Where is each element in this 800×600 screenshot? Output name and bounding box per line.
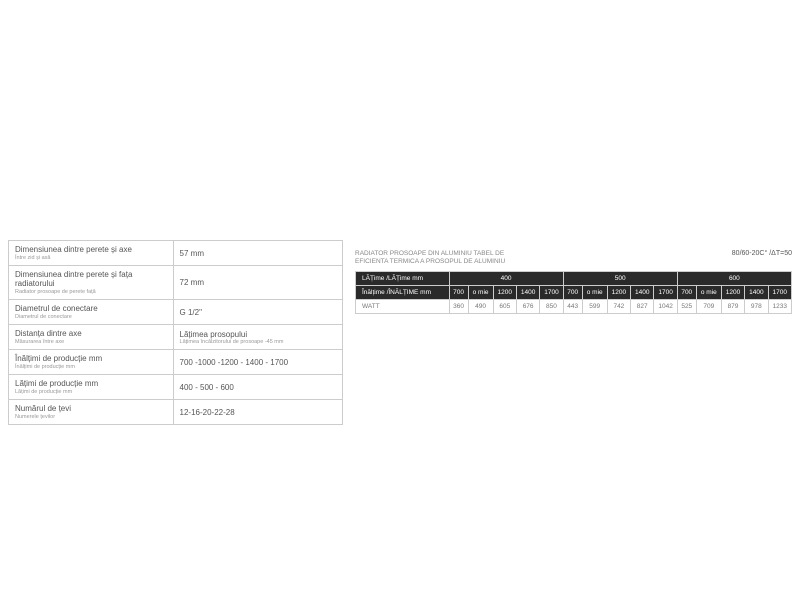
height-header: 1700 [654, 285, 677, 299]
spec-row: Diametrul de conectareDiametrul de conec… [9, 300, 343, 325]
spec-label-cell: Numărul de țeviNumerele țevilor [9, 400, 174, 425]
spec-value-cell: 400 - 500 - 600 [173, 375, 342, 400]
performance-title-line1: RADIATOR PROSOAPE DIN ALUMINIU TABEL DE [355, 250, 505, 258]
watt-value: 490 [468, 299, 493, 313]
width-label-header: LĂȚime /LĂȚime mm [356, 271, 450, 285]
spec-label: Înălțimi de producție mm [15, 354, 167, 363]
spec-label-cell: Lățimi de producție mmLățimi de producți… [9, 375, 174, 400]
watt-value: 525 [677, 299, 696, 313]
spec-row: Numărul de țeviNumerele țevilor 12-16-20-… [9, 400, 343, 425]
spec-value-cell: 57 mm [173, 241, 342, 266]
watt-value: 742 [607, 299, 630, 313]
spec-label: Lățimi de producție mm [15, 379, 167, 388]
spec-row: Distanța dintre axeMăsurarea între axeLă… [9, 325, 343, 350]
watt-value: 599 [582, 299, 607, 313]
spec-value-cell: Lățimea prosopuluiLățimea încălzitorului… [173, 325, 342, 350]
spec-label: Distanța dintre axe [15, 329, 167, 338]
height-header: 1400 [516, 285, 539, 299]
spec-label-sub: Numerele țevilor [15, 414, 167, 420]
height-header: 1400 [631, 285, 654, 299]
watt-value: 1233 [768, 299, 791, 313]
spec-label-sub: Măsurarea între axe [15, 339, 167, 345]
watt-value: 1042 [654, 299, 677, 313]
watt-value: 360 [449, 299, 468, 313]
height-header: o mie [468, 285, 493, 299]
performance-title-line2: EFICIENTA TERMICA A PROSOPUL DE ALUMINIU [355, 258, 505, 266]
height-header: o mie [696, 285, 721, 299]
spec-value-cell: 72 mm [173, 266, 342, 300]
watt-value: 978 [745, 299, 768, 313]
spec-label-cell: Dimensiunea dintre perete și fața radiat… [9, 266, 174, 300]
watt-value: 827 [631, 299, 654, 313]
height-header: 700 [449, 285, 468, 299]
spec-row: Dimensiunea dintre perete și fața radiat… [9, 266, 343, 300]
specifications-table: Dimensiunea dintre perete și axeÎntre zi… [8, 240, 343, 425]
spec-label-sub: Radiator prosoape de perete față [15, 289, 167, 295]
spec-label: Dimensiunea dintre perete și fața radiat… [15, 270, 167, 288]
watt-value: 879 [721, 299, 744, 313]
spec-value: 400 - 500 - 600 [180, 383, 336, 392]
spec-value-cell: 12-16-20-22-28 [173, 400, 342, 425]
spec-value: Lățimea prosopului [180, 330, 336, 339]
watt-value: 850 [540, 299, 563, 313]
spec-label-sub: Diametrul de conectare [15, 314, 167, 320]
watt-value: 709 [696, 299, 721, 313]
spec-label: Diametrul de conectare [15, 304, 167, 313]
spec-label-sub: Înălțimi de producție mm [15, 364, 167, 370]
height-label-header: Înălțime /ÎNĂLȚIME mm [356, 285, 450, 299]
height-header: 1700 [768, 285, 791, 299]
height-header: 1200 [607, 285, 630, 299]
height-header: 1200 [721, 285, 744, 299]
width-header: 500 [563, 271, 677, 285]
spec-value: 57 mm [180, 249, 336, 258]
watt-value: 443 [563, 299, 582, 313]
spec-value-cell: 700 -1000 -1200 - 1400 - 1700 [173, 350, 342, 375]
spec-value: 700 -1000 -1200 - 1400 - 1700 [180, 358, 336, 367]
watt-value: 676 [516, 299, 539, 313]
spec-row: Dimensiunea dintre perete și axeÎntre zi… [9, 241, 343, 266]
spec-row: Înălțimi de producție mmÎnălțimi de prod… [9, 350, 343, 375]
spec-value-cell: G 1/2" [173, 300, 342, 325]
spec-label-sub: Între zid și axă [15, 255, 167, 261]
spec-label: Dimensiunea dintre perete și axe [15, 245, 167, 254]
spec-label-cell: Înălțimi de producție mmÎnălțimi de prod… [9, 350, 174, 375]
height-header: 700 [677, 285, 696, 299]
watt-label: WATT [356, 299, 450, 313]
spec-label-cell: Dimensiunea dintre perete și axeÎntre zi… [9, 241, 174, 266]
height-header: 700 [563, 285, 582, 299]
height-header: o mie [582, 285, 607, 299]
spec-label-cell: Distanța dintre axeMăsurarea între axe [9, 325, 174, 350]
spec-row: Lățimi de producție mmLățimi de producți… [9, 375, 343, 400]
performance-title: RADIATOR PROSOAPE DIN ALUMINIU TABEL DE … [355, 250, 505, 267]
spec-label: Numărul de țevi [15, 404, 167, 413]
watt-row: WATT360490605676850443599742827104252570… [356, 299, 792, 313]
height-header: 1400 [745, 285, 768, 299]
watt-value: 605 [493, 299, 516, 313]
height-header: 1700 [540, 285, 563, 299]
spec-value-sub: Lățimea încălzitorului de prosoape -45 m… [180, 339, 336, 345]
spec-label-cell: Diametrul de conectareDiametrul de conec… [9, 300, 174, 325]
spec-value: 12-16-20-22-28 [180, 408, 336, 417]
spec-value: G 1/2" [180, 308, 336, 317]
spec-label-sub: Lățimi de producție mm [15, 389, 167, 395]
performance-block: RADIATOR PROSOAPE DIN ALUMINIU TABEL DE … [355, 240, 792, 425]
spec-value: 72 mm [180, 278, 336, 287]
width-header: 400 [449, 271, 563, 285]
height-header: 1200 [493, 285, 516, 299]
temperature-spec: 80/60-20C° /ΔT=50 [732, 250, 792, 267]
performance-table: LĂȚime /LĂȚime mm400500600 Înălțime /ÎNĂ… [355, 271, 792, 314]
width-header: 600 [677, 271, 791, 285]
